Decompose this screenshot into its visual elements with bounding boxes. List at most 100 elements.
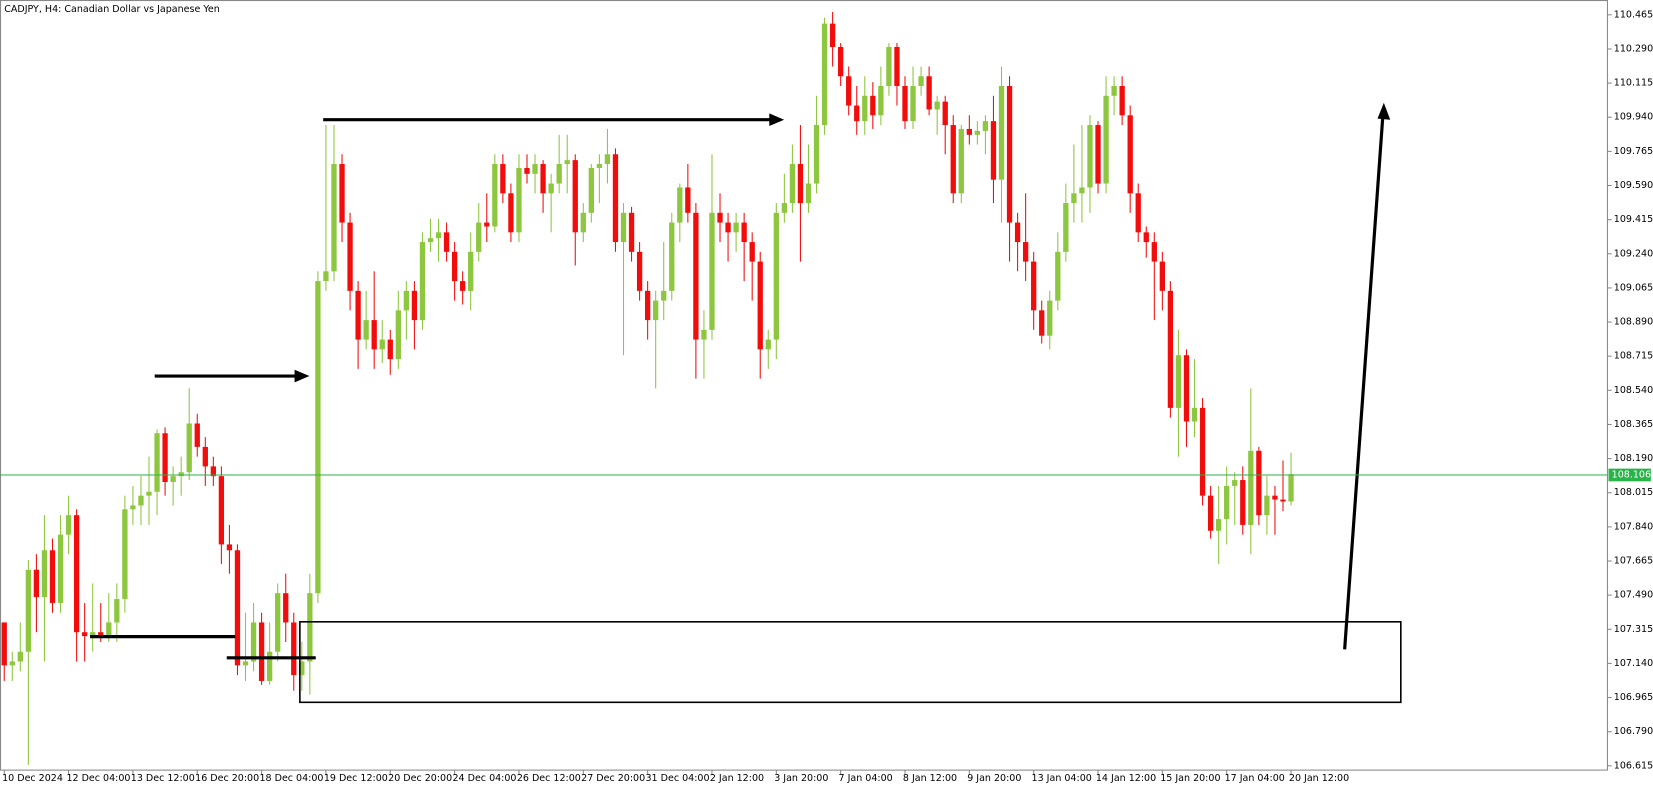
candle-body: [1264, 495, 1270, 516]
candle-body: [202, 446, 208, 467]
candle-body: [73, 515, 80, 633]
candle-body: [130, 505, 136, 510]
candle-body: [17, 651, 23, 662]
candle-body: [1232, 480, 1238, 486]
x-tick-label: 24 Dec 04:00: [452, 773, 516, 784]
candle-body: [821, 23, 828, 126]
x-tick-label: 20 Jan 12:00: [1289, 773, 1349, 784]
x-tick-label: 20 Dec 20:00: [388, 773, 452, 784]
candle-body: [966, 128, 972, 135]
y-tick-label: 108.365: [1614, 419, 1653, 430]
y-tick-label: 106.615: [1614, 760, 1653, 771]
y-tick-label: 107.490: [1614, 590, 1653, 601]
y-tick-label: 109.940: [1614, 112, 1653, 123]
candle-body: [1111, 86, 1117, 96]
candle-body: [781, 203, 788, 213]
candle-body: [339, 164, 345, 223]
candle-body: [315, 281, 321, 594]
candle-body: [1207, 495, 1214, 531]
candle-body: [411, 290, 418, 321]
candle-body: [57, 534, 64, 603]
candle-body: [33, 569, 40, 598]
candle-body: [283, 593, 289, 623]
candle-body: [1256, 450, 1262, 516]
candle-body: [387, 339, 393, 360]
y-tick-label: 107.840: [1614, 521, 1653, 532]
y-tick-label: 109.240: [1614, 248, 1653, 259]
candle-body: [789, 164, 796, 204]
demand-zone: [299, 621, 1402, 704]
candle-body: [757, 261, 763, 350]
candle-body: [146, 491, 152, 496]
candle-body: [1, 622, 7, 666]
candle-body: [1095, 125, 1101, 184]
y-tick-label: 108.015: [1614, 487, 1653, 498]
x-tick-label: 18 Dec 04:00: [259, 773, 323, 784]
plot-frame: [0, 0, 1608, 771]
candle-body: [548, 183, 554, 194]
candle-body: [500, 164, 506, 194]
x-tick-label: 14 Jan 12:00: [1096, 773, 1156, 784]
y-tick-label: 108.540: [1614, 385, 1653, 396]
candle-body: [1006, 86, 1013, 223]
candle-body: [508, 193, 514, 233]
y-tick-label: 108.190: [1614, 453, 1653, 464]
candle-body: [1183, 355, 1190, 422]
candle-body: [1151, 242, 1157, 262]
x-tick-label: 13 Jan 04:00: [1032, 773, 1092, 784]
candle-body: [1119, 86, 1125, 116]
candle-body: [596, 164, 603, 168]
candle-body: [1143, 232, 1149, 243]
y-tick-label: 106.965: [1614, 692, 1653, 703]
candle-body: [733, 222, 739, 233]
candle-body: [226, 544, 233, 551]
x-tick-label: 13 Dec 12:00: [131, 773, 195, 784]
candle-body: [998, 86, 1005, 180]
candle-body: [49, 550, 56, 603]
candle-body: [82, 632, 88, 637]
chart-title: CADJPY, H4: Canadian Dollar vs Japanese …: [4, 4, 220, 15]
candle-body: [765, 339, 771, 350]
candle-body: [1079, 187, 1085, 194]
candle-body: [1103, 95, 1109, 184]
drawings: [90, 102, 1402, 704]
candle-body: [701, 329, 707, 340]
candle-body: [242, 661, 249, 666]
candle-body: [492, 164, 498, 227]
candle-body: [717, 212, 723, 223]
candle-body: [355, 290, 361, 340]
candle-body: [620, 212, 627, 243]
candle-body: [878, 86, 884, 116]
current-price-label: 108.106: [1612, 469, 1651, 480]
candle-body: [347, 222, 353, 291]
candle-body: [516, 167, 522, 233]
candle-body: [773, 212, 779, 340]
candle-body: [870, 95, 876, 116]
candle-body: [725, 222, 731, 233]
candle-body: [532, 164, 538, 174]
candle-body: [138, 495, 144, 506]
candle-body: [918, 76, 924, 87]
y-tick-label: 108.890: [1614, 317, 1653, 328]
candle-body: [677, 187, 683, 223]
candle-body: [90, 632, 96, 637]
current-price-box: [1608, 468, 1651, 482]
candle-body: [612, 154, 619, 243]
x-tick-label: 26 Dec 12:00: [517, 773, 581, 784]
arrow-head: [769, 113, 785, 127]
candle-body: [636, 251, 643, 291]
candle-body: [250, 622, 257, 662]
candle-body: [170, 476, 176, 483]
candle-body: [476, 222, 482, 252]
x-tick-label: 7 Jan 04:00: [839, 773, 893, 784]
candle-body: [661, 290, 667, 301]
candle-body: [403, 290, 410, 311]
candle-body: [484, 222, 490, 227]
candle-body: [266, 651, 273, 681]
x-tick-label: 3 Jan 20:00: [774, 773, 828, 784]
candle-body: [693, 212, 699, 340]
candle-body: [468, 251, 474, 291]
candle-body: [1216, 519, 1222, 531]
x-tick-label: 12 Dec 04:00: [66, 773, 130, 784]
x-tick-label: 27 Dec 20:00: [581, 773, 645, 784]
